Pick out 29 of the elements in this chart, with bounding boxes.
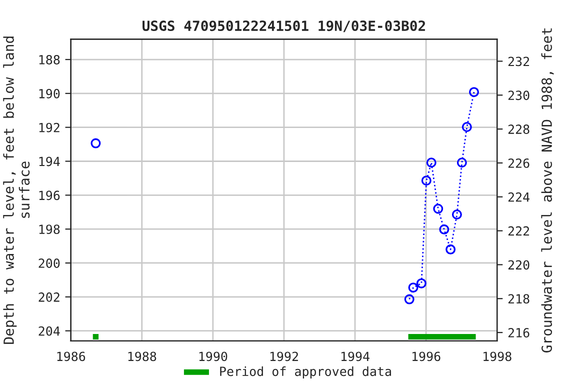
y2-tick-label: 216 xyxy=(508,328,530,338)
y2-tick-label: 220 xyxy=(508,260,530,270)
y-axis-title: Depth to water level, feet below land surface xyxy=(3,36,30,344)
y2-tick-label: 230 xyxy=(508,90,530,100)
y-tick-label: 190 xyxy=(39,88,60,98)
y2-tick-label: 226 xyxy=(508,158,530,168)
x-tick-label: 1990 xyxy=(199,352,228,362)
y-tick-label: 204 xyxy=(38,326,60,336)
y-tick-label: 202 xyxy=(38,292,60,302)
y-tick-label: 196 xyxy=(39,190,60,200)
x-tick-label: 1992 xyxy=(270,352,298,362)
x-tick-label: 1986 xyxy=(57,352,86,362)
y-tick-label: 188 xyxy=(39,55,60,64)
y2-tick-label: 232 xyxy=(508,56,530,66)
y-tick-label: 194 xyxy=(39,156,60,166)
y2-tick-label: 218 xyxy=(508,294,530,304)
legend-label: Period of approved data xyxy=(220,366,391,379)
y-tick-label: 200 xyxy=(38,258,60,268)
y2-tick-label: 222 xyxy=(508,226,530,236)
x-tick-label: 1996 xyxy=(412,352,440,362)
x-tick-label: 1994 xyxy=(341,352,370,362)
y2-tick-label: 228 xyxy=(508,124,530,134)
x-tick-label: 1988 xyxy=(128,352,156,362)
y2-tick-label: 224 xyxy=(508,192,530,202)
y2-axis-title: Groundwater level above NAVD 1988, feet xyxy=(541,28,554,352)
x-tick-label: 1998 xyxy=(484,352,512,362)
chart-title: USGS 470950122241501 19N/03E-03B02 xyxy=(142,20,425,32)
y-tick-label: 198 xyxy=(39,224,60,234)
y-tick-label: 192 xyxy=(39,122,60,132)
